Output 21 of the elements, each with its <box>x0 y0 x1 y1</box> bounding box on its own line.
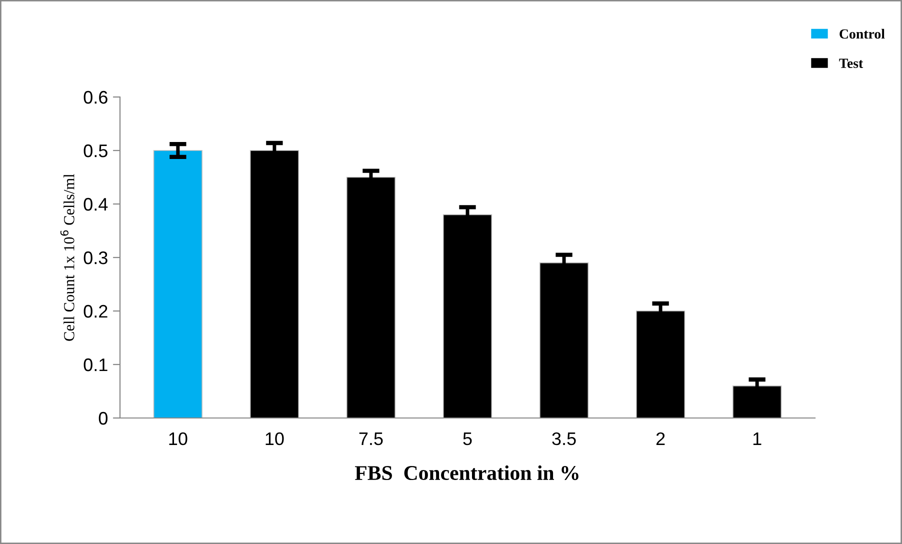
y-axis-title: Cell Count 1x 10$^{6}$ Cells/ml <box>60 174 74 341</box>
x-tick-label: 3.5 <box>552 432 576 446</box>
x-axis-title: FBS Concentration in % <box>355 465 578 480</box>
bar <box>153 150 202 418</box>
y-tick-label: 0.2 <box>84 304 108 318</box>
x-tick-label: 5 <box>463 432 472 446</box>
x-tick-label: 1 <box>753 432 762 445</box>
x-tick-label: 7.5 <box>359 432 383 446</box>
x-tick-label: 2 <box>656 432 665 445</box>
y-tick-label: 0.4 <box>84 198 108 211</box>
y-tick-label: 0.3 <box>84 251 108 264</box>
y-tick-label: 0.5 <box>84 144 108 158</box>
y-tick-label: 0.1 <box>84 358 108 372</box>
y-tick-label: 0.6 <box>84 90 108 104</box>
legend-label: Test <box>839 58 864 68</box>
bar <box>346 176 396 418</box>
x-tick-label: 10 <box>266 432 284 446</box>
y-tick-label: 0 <box>98 412 108 425</box>
bar <box>732 385 782 418</box>
x-tick-label: 10 <box>169 432 188 446</box>
legend-label: Control <box>840 28 885 39</box>
